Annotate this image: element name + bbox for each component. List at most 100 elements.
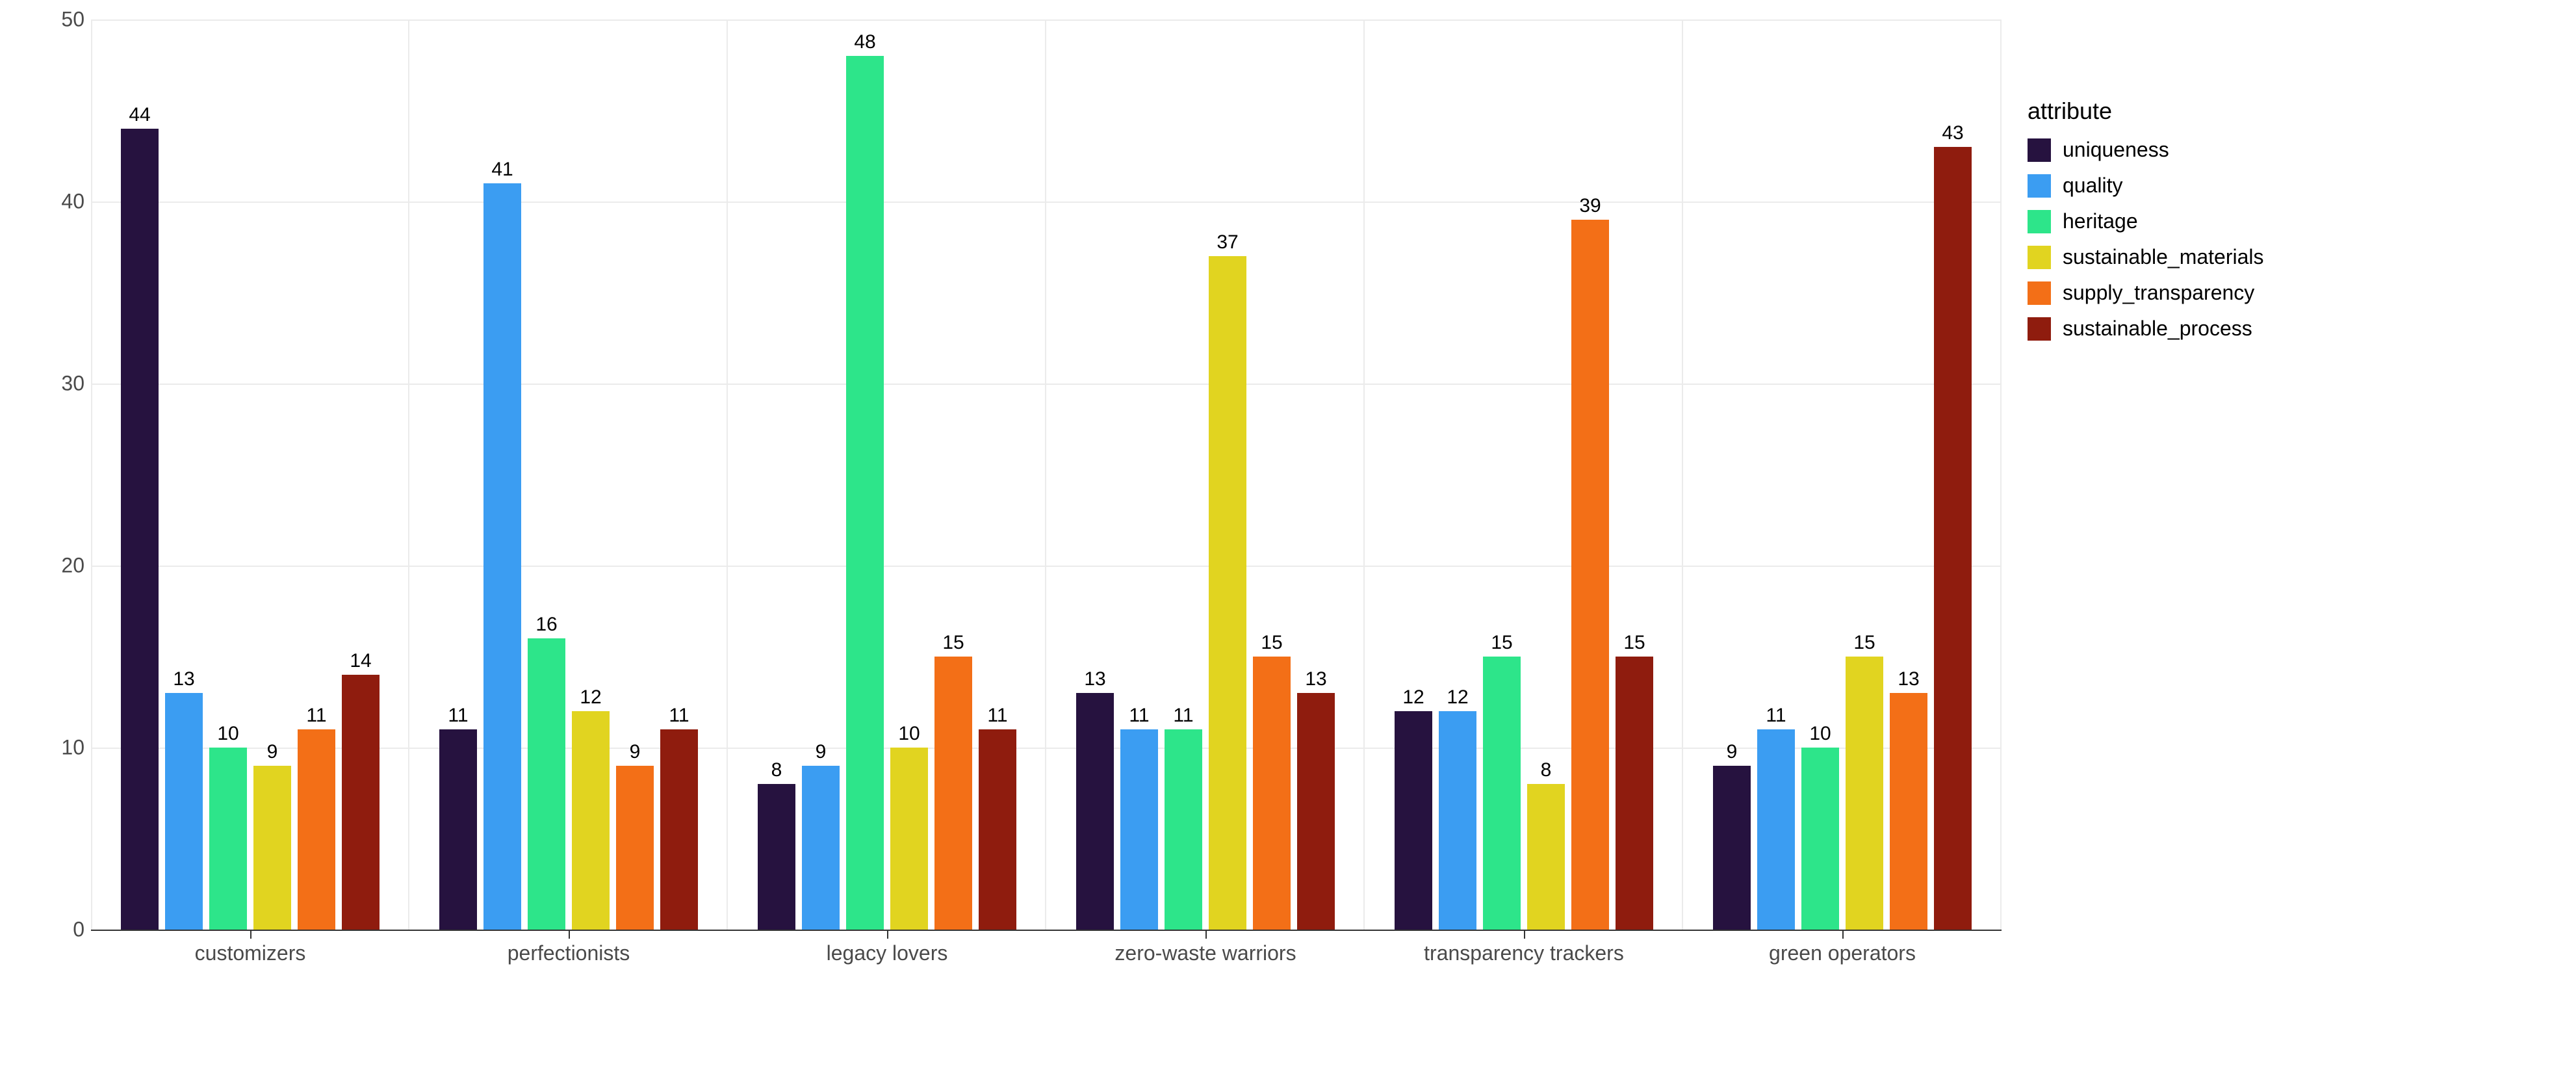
bar-value-label: 15 [1846, 632, 1883, 657]
legend-title: attribute [2028, 98, 2264, 125]
bar-value-label: 39 [1571, 195, 1609, 220]
bar-value-label: 9 [802, 741, 840, 766]
bar: 10 [1801, 748, 1839, 930]
bar: 15 [1616, 657, 1653, 930]
bar-value-label: 13 [1297, 668, 1335, 693]
y-tick-label: 20 [61, 554, 84, 578]
bar: 41 [483, 183, 521, 930]
bar: 12 [1439, 711, 1476, 930]
x-tick-label: zero-waste warriors [1114, 941, 1296, 965]
bar: 11 [979, 729, 1016, 930]
x-tick-label: legacy lovers [827, 941, 948, 965]
bar: 12 [1395, 711, 1432, 930]
bar: 8 [1527, 784, 1565, 930]
bar: 11 [1165, 729, 1202, 930]
bar-value-label: 14 [342, 650, 380, 675]
bar-value-label: 9 [616, 741, 654, 766]
x-axis: customizers perfectionists legacy lovers ze… [91, 930, 2002, 969]
x-tick [887, 930, 888, 939]
bar-value-label: 44 [121, 104, 159, 129]
legend-swatch [2028, 281, 2051, 305]
bar-value-label: 11 [439, 705, 477, 729]
bar: 11 [660, 729, 698, 930]
bar: 48 [846, 56, 884, 930]
bar: 9 [253, 766, 291, 930]
x-tick [1205, 930, 1207, 939]
y-tick-label: 40 [61, 190, 84, 214]
bar: 15 [1253, 657, 1291, 930]
bar: 11 [1757, 729, 1795, 930]
legend-item: quality [2028, 174, 2264, 198]
legend-label: sustainable_materials [2063, 245, 2264, 269]
chart-wrap: Importance level (%) customizersperfecti… [0, 0, 2576, 949]
x-tick [1842, 930, 1844, 939]
bar: 16 [528, 638, 565, 930]
bar: 39 [1571, 220, 1609, 930]
bar: 10 [890, 748, 928, 930]
bar-value-label: 41 [483, 159, 521, 183]
x-tick [1524, 930, 1525, 939]
legend-swatch [2028, 174, 2051, 198]
bar: 13 [1297, 693, 1335, 930]
legend-item: sustainable_materials [2028, 245, 2264, 269]
y-tick-label: 50 [61, 8, 84, 32]
legend-label: quality [2063, 174, 2123, 198]
bar-value-label: 15 [1483, 632, 1521, 657]
bar-value-label: 9 [1713, 741, 1751, 766]
bar: 37 [1209, 256, 1246, 930]
bar: 14 [342, 675, 380, 930]
bar: 11 [439, 729, 477, 930]
y-axis: 01020304050 [13, 20, 91, 930]
bar: 9 [802, 766, 840, 930]
legend-label: uniqueness [2063, 138, 2169, 162]
bar: 13 [1076, 693, 1114, 930]
bar-value-label: 13 [165, 668, 203, 693]
bar: 43 [1934, 147, 1972, 930]
legend-swatch [2028, 210, 2051, 233]
bar-value-label: 48 [846, 31, 884, 56]
y-tick-label: 30 [61, 372, 84, 396]
bar-value-label: 13 [1890, 668, 1927, 693]
bar: 13 [1890, 693, 1927, 930]
bar-value-label: 10 [890, 723, 928, 748]
bar-value-label: 12 [1439, 686, 1476, 711]
x-tick-label: transparency trackers [1424, 941, 1624, 965]
bar-value-label: 12 [1395, 686, 1432, 711]
bar-value-label: 15 [1616, 632, 1653, 657]
bar-value-label: 9 [253, 741, 291, 766]
legend-swatch [2028, 317, 2051, 341]
bar: 12 [572, 711, 610, 930]
bar-value-label: 10 [1801, 723, 1839, 748]
x-tick [250, 930, 251, 939]
legend-item: supply_transparency [2028, 281, 2264, 305]
bar-value-label: 11 [979, 705, 1016, 729]
bar-value-label: 11 [1165, 705, 1202, 729]
bar-value-label: 13 [1076, 668, 1114, 693]
x-tick-label: customizers [195, 941, 306, 965]
bar-value-label: 11 [298, 705, 335, 729]
legend-label: heritage [2063, 209, 2138, 233]
bar-value-label: 15 [1253, 632, 1291, 657]
bar: 15 [934, 657, 972, 930]
legend-label: sustainable_process [2063, 317, 2252, 341]
bar: 9 [616, 766, 654, 930]
x-tick-label: perfectionists [508, 941, 630, 965]
legend-item: heritage [2028, 209, 2264, 233]
legend-swatch [2028, 138, 2051, 162]
legend-label: supply_transparency [2063, 281, 2254, 305]
bar: 10 [209, 748, 247, 930]
y-tick-label: 10 [61, 736, 84, 760]
legend-swatch [2028, 246, 2051, 269]
bar-value-label: 43 [1934, 122, 1972, 147]
bar-value-label: 8 [1527, 759, 1565, 784]
bar: 11 [1120, 729, 1158, 930]
y-tick-label: 0 [73, 918, 84, 942]
x-axis-line [91, 930, 2002, 931]
bar: 8 [758, 784, 795, 930]
bar: 9 [1713, 766, 1751, 930]
bar: 44 [121, 129, 159, 930]
plot-area: customizersperfectionistslegacy loversze… [91, 20, 2002, 930]
x-tick [569, 930, 570, 939]
bar-value-label: 16 [528, 614, 565, 638]
bar-value-label: 11 [1120, 705, 1158, 729]
